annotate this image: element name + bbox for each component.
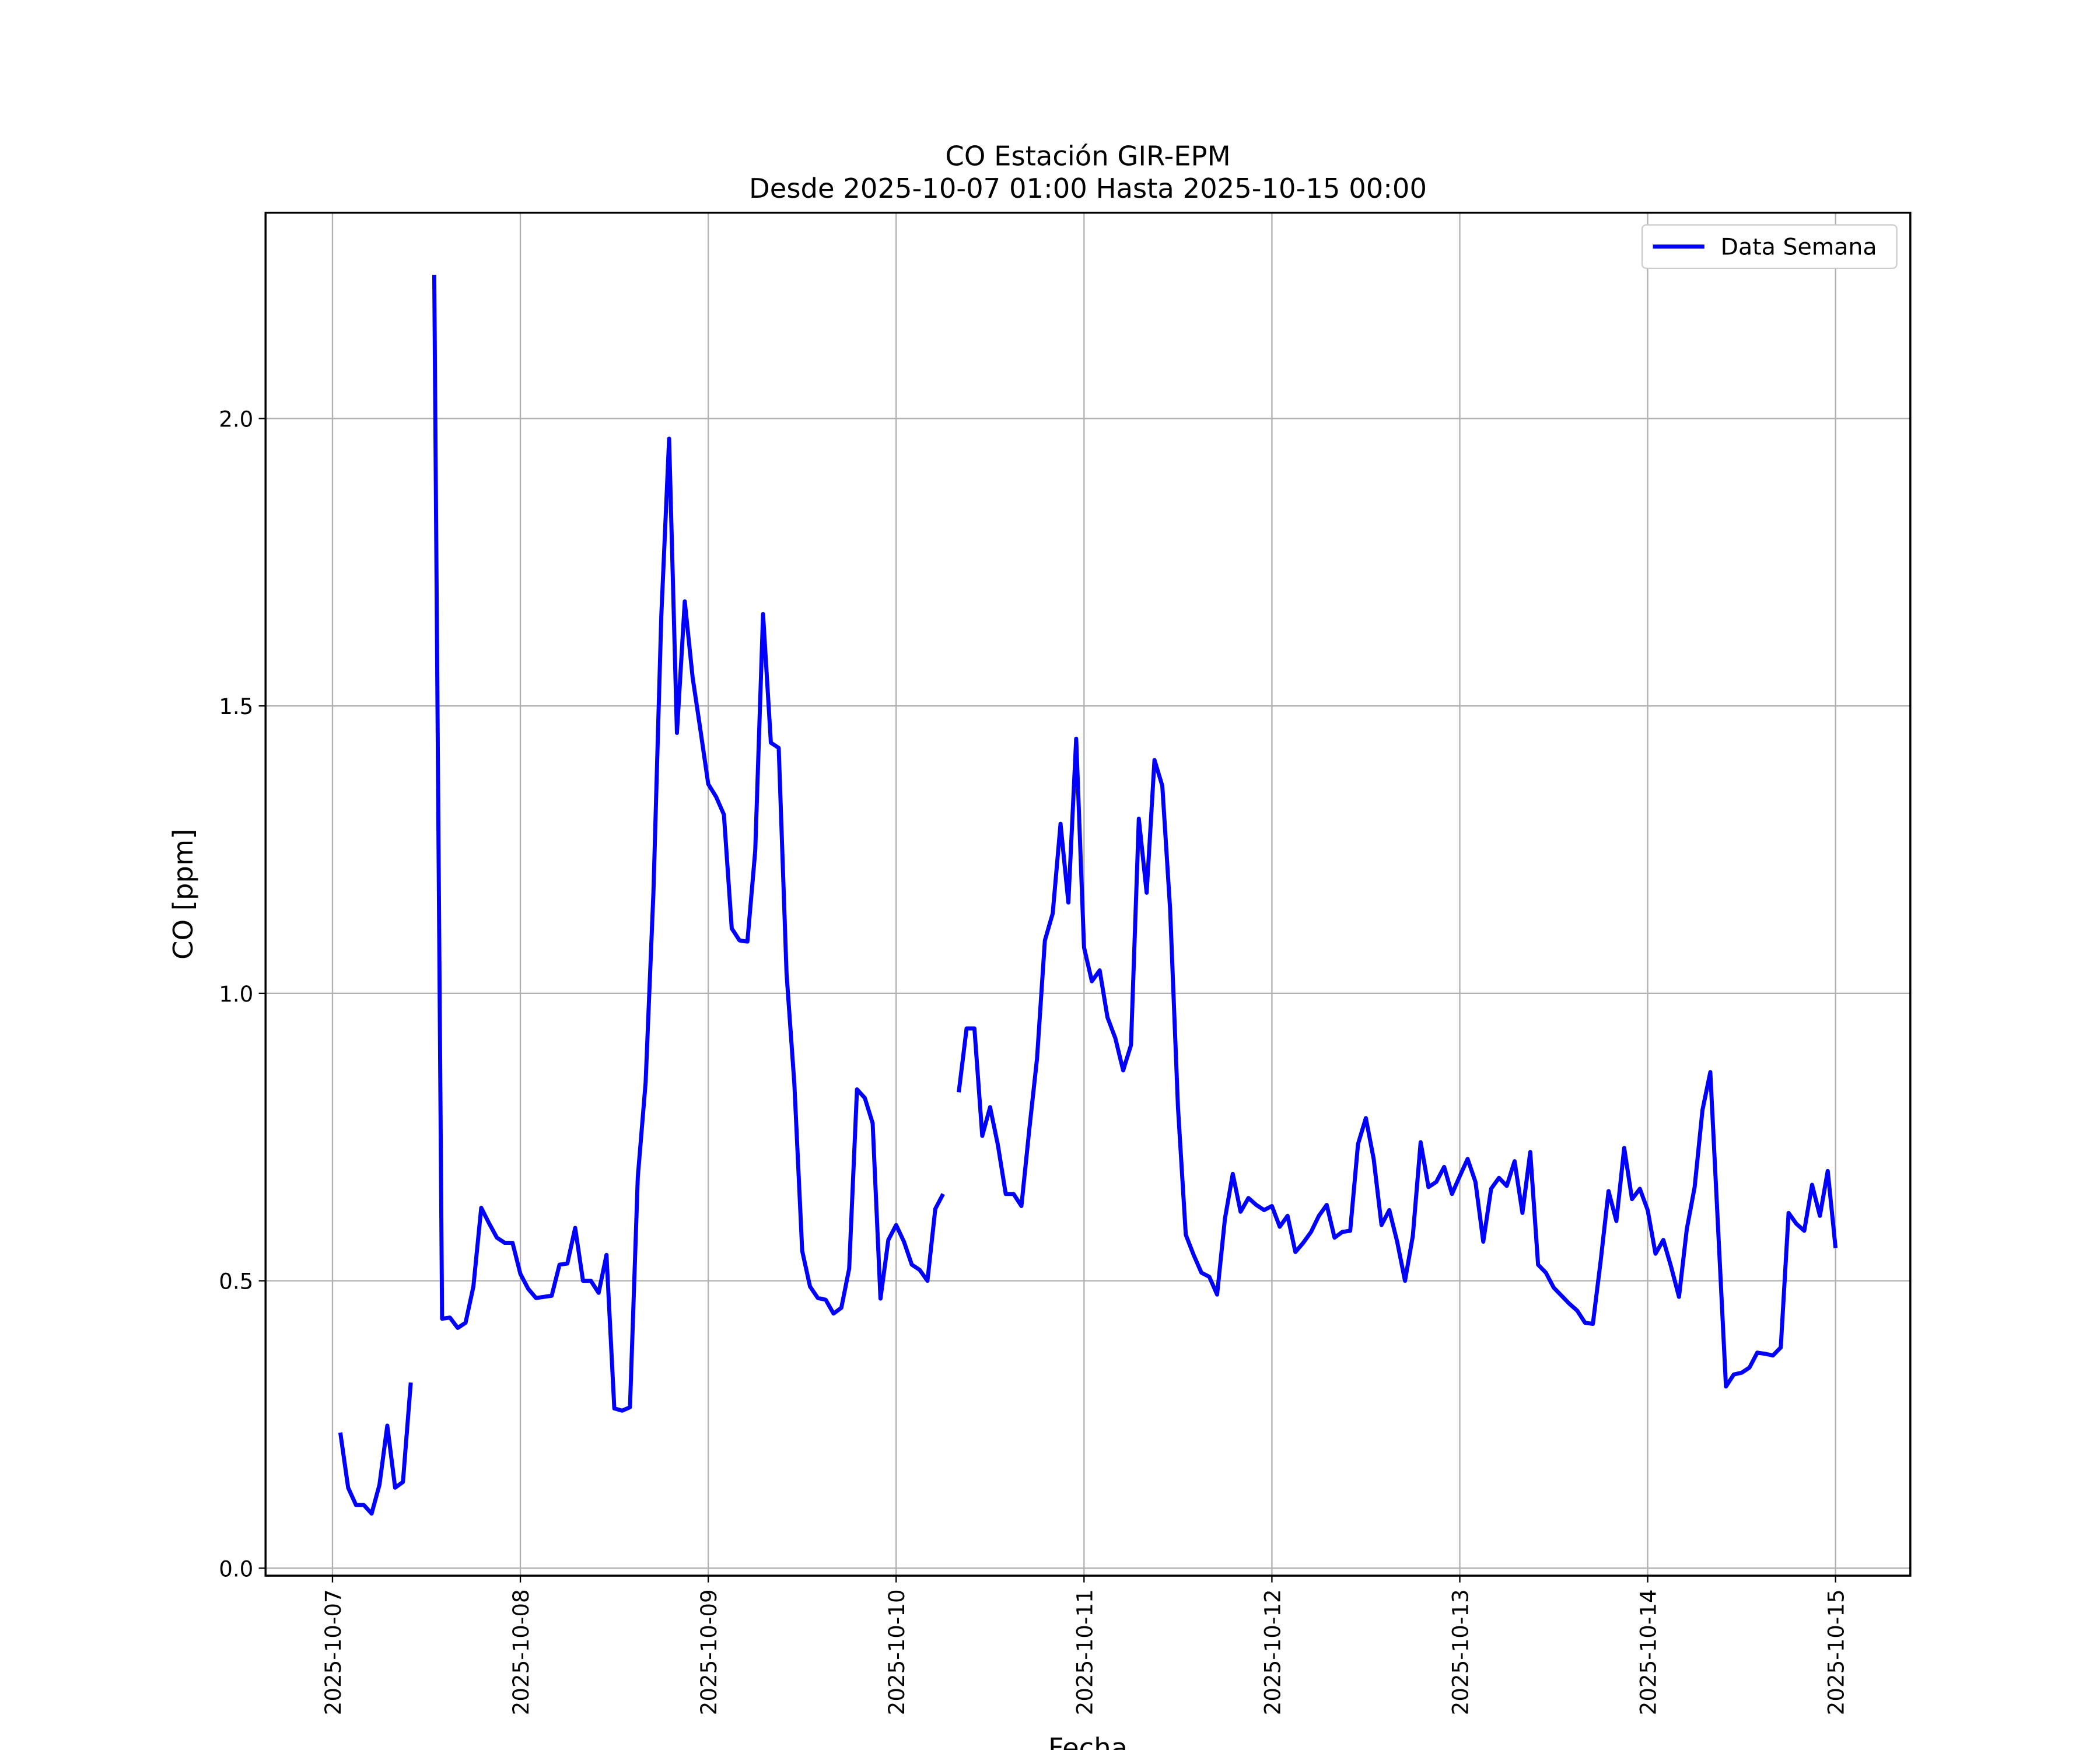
y-tick-label: 1.5 <box>219 694 253 719</box>
x-tick-label: 2025-10-07 <box>321 1589 346 1715</box>
x-axis-label: Fecha <box>1048 1732 1128 1750</box>
plot-area: 0.0 0.5 1.0 1.5 2.0 2025-10-07 2025-10-08 2025-… <box>219 211 1912 1715</box>
x-tick-label: 2025-10-08 <box>509 1589 534 1715</box>
y-axis-label: CO [ppm] <box>167 829 199 960</box>
y-tick-label: 1.0 <box>219 982 253 1007</box>
chart-subtitle: Desde 2025-10-07 01:00 Hasta 2025-10-15 … <box>749 173 1427 204</box>
y-tick-label: 0.0 <box>219 1556 253 1581</box>
legend-label: Data Semana <box>1721 234 1877 261</box>
x-tick-label: 2025-10-09 <box>696 1589 722 1715</box>
x-tick-label: 2025-10-12 <box>1260 1589 1285 1715</box>
x-tick-label: 2025-10-13 <box>1448 1589 1473 1715</box>
data-line <box>338 275 1838 1516</box>
y-tick-label: 0.5 <box>219 1269 253 1294</box>
chart-title: CO Estación GIR-EPM <box>945 140 1230 172</box>
x-tick-label: 2025-10-10 <box>884 1589 909 1715</box>
axes-frame <box>264 211 1912 1577</box>
y-tick-label: 2.0 <box>219 407 253 432</box>
x-tick-label: 2025-10-15 <box>1824 1589 1849 1715</box>
x-tick-label: 2025-10-14 <box>1636 1589 1661 1715</box>
legend-box <box>1641 224 1898 270</box>
x-tick-label: 2025-10-11 <box>1072 1589 1097 1715</box>
